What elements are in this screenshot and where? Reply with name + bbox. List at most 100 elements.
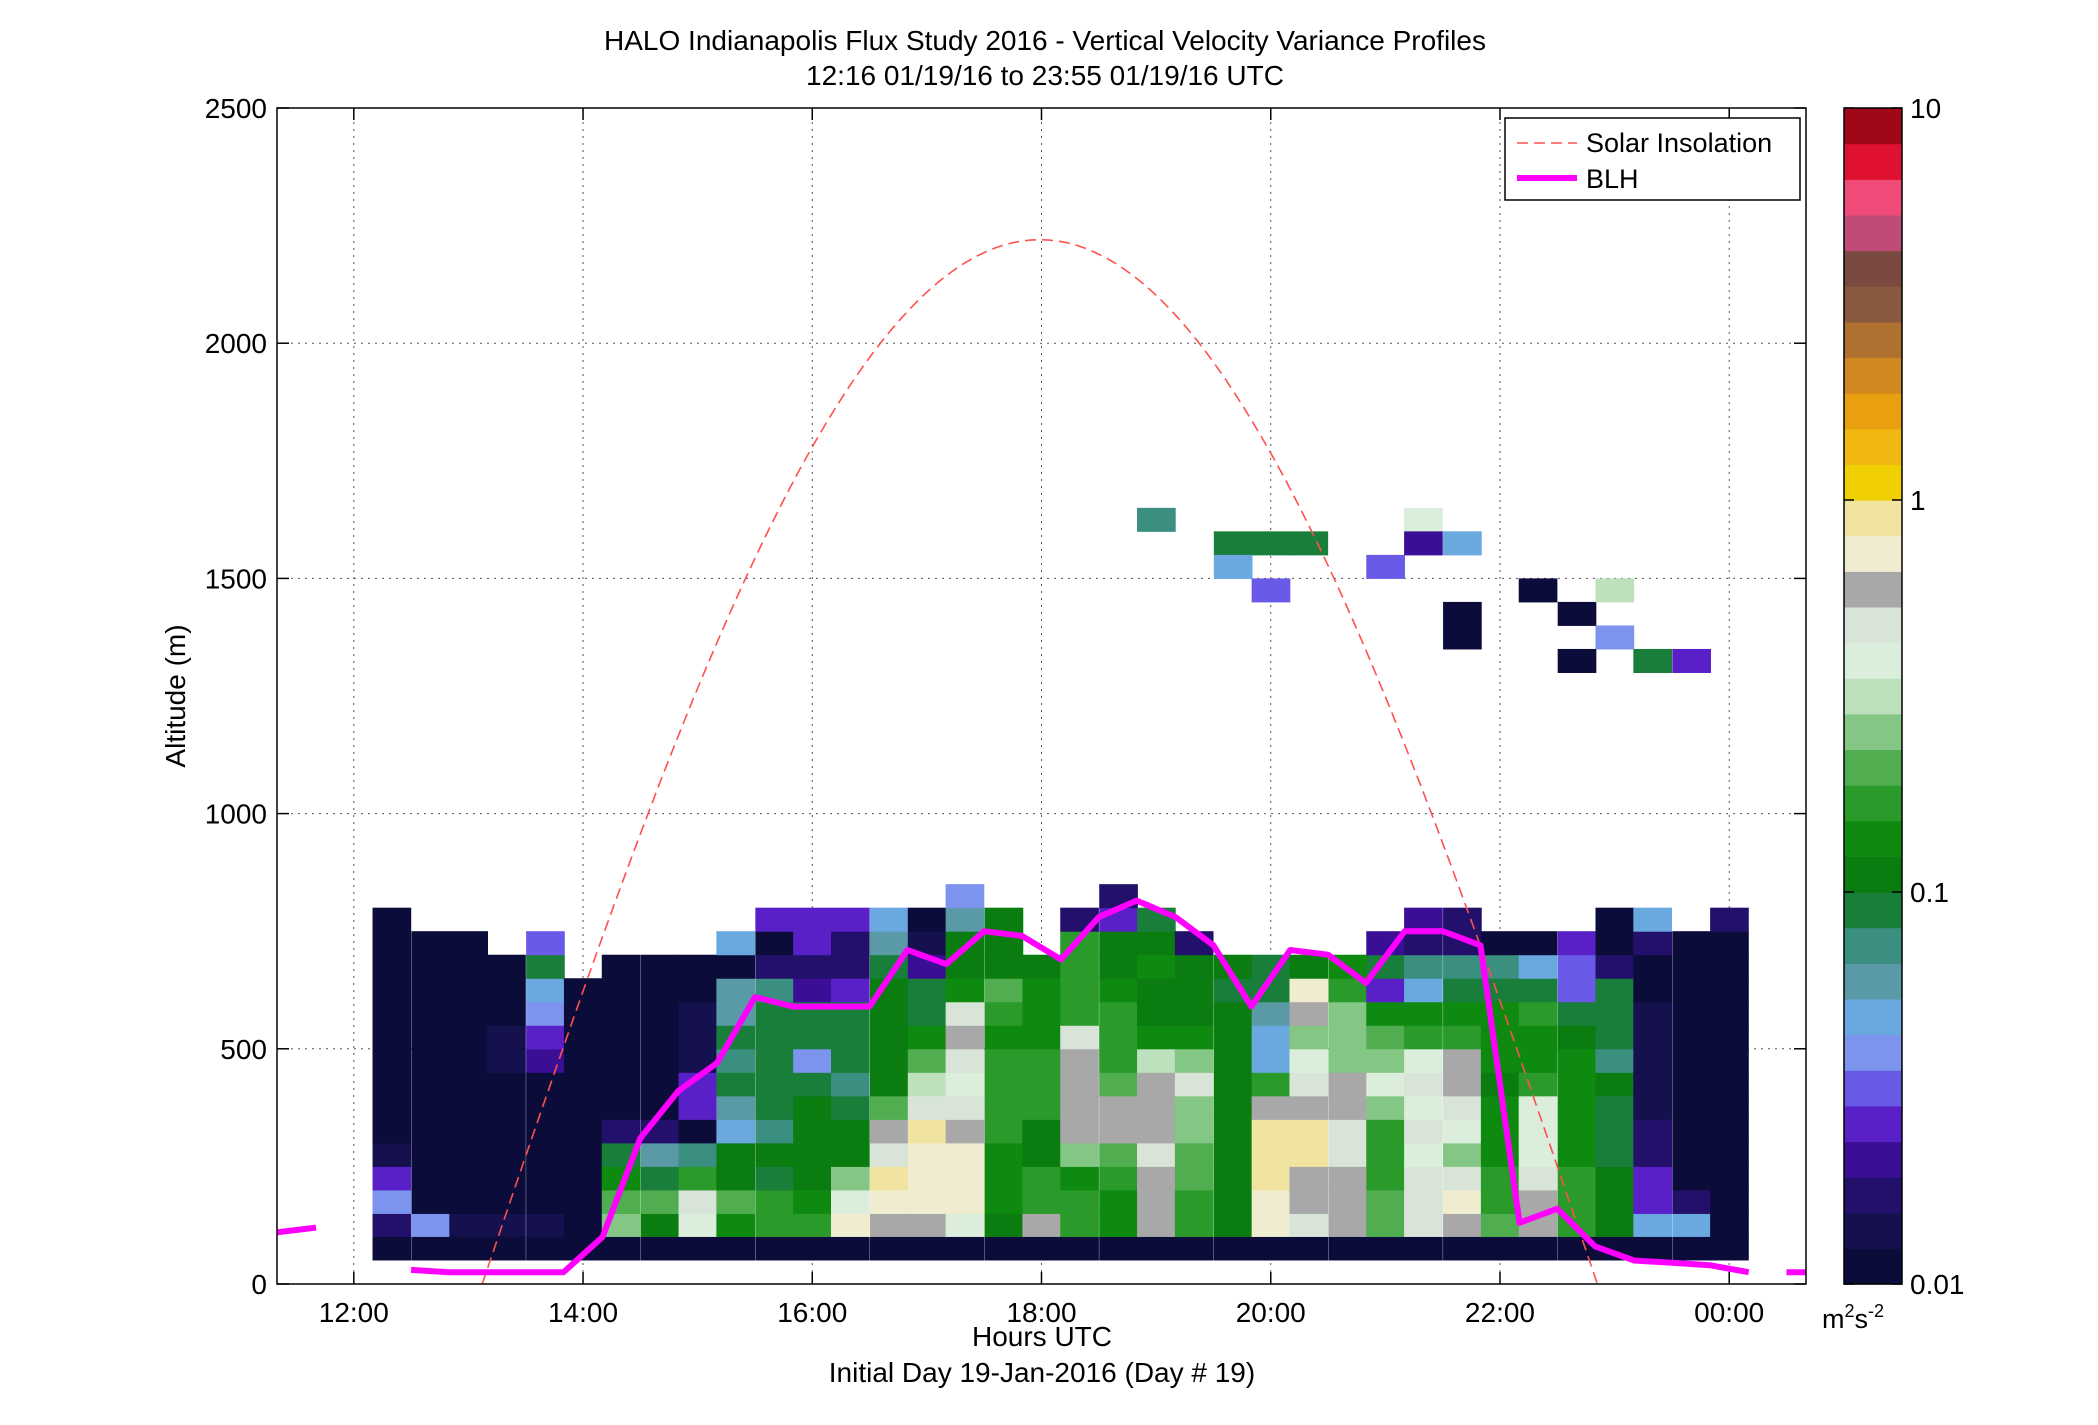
heatmap-cell [411,1166,451,1191]
colorbar-frame [1843,107,1903,1285]
heatmap-cell [1137,1142,1176,1167]
heatmap-cell [1366,1166,1405,1191]
chart-subtitle: 12:16 01/19/16 to 23:55 01/19/16 UTC [806,60,1284,91]
heatmap-cell [1557,1048,1597,1073]
heatmap-cell [411,1095,451,1120]
heatmap-cell [831,978,870,1003]
heatmap-cell [1174,1236,1214,1261]
heatmap-cell [1366,554,1405,579]
heatmap-cell [1289,1048,1329,1073]
heatmap-cell [411,1025,451,1050]
heatmap-cell [1443,907,1482,932]
heatmap-cell [945,1095,985,1120]
heatmap-cell [640,1048,680,1073]
heatmap-cell [1710,907,1749,932]
heatmap-cell [449,1166,488,1191]
heatmap-cell [1443,1048,1482,1073]
colorbar-swatch [1844,464,1902,501]
heatmap-cell [831,907,870,932]
heatmap-cell [449,978,488,1003]
colorbar-swatch [1844,963,1902,1000]
heatmap-cell [1366,1213,1405,1238]
heatmap-cell [1595,1001,1635,1026]
heatmap-cell [716,978,756,1003]
heatmap-cell [984,1001,1024,1026]
heatmap-cell [984,1048,1024,1073]
heatmap-cell [678,1166,718,1191]
y-axis-ticks: 0 500 1000 1500 2000 2500 [205,93,1806,1300]
heatmap-cell [945,1025,985,1050]
heatmap-cell [716,1119,756,1144]
heatmap-cell [1251,1072,1291,1097]
heatmap-cell [1557,931,1597,956]
heatmap-cell [563,1166,603,1191]
heatmap-cell [1672,1025,1711,1050]
heatmap-cell [1366,1025,1405,1050]
heatmap-cell [1518,1048,1558,1073]
heatmap-cell [640,1142,680,1167]
heatmap-cell [1099,1166,1138,1191]
y-tick-label: 2500 [205,93,267,124]
heatmap-cell [487,1142,526,1167]
heatmap-cell [563,1142,603,1167]
heatmap-cell [372,1142,412,1167]
heatmap-cell [1289,1072,1329,1097]
heatmap-cell [1710,1142,1749,1167]
heatmap-cell [1672,978,1711,1003]
heatmap-cell [907,1072,947,1097]
heatmap-cell [1137,1119,1176,1144]
heatmap-cell [945,1236,985,1261]
heatmap-cell [869,1119,909,1144]
heatmap-cell [869,1189,909,1214]
heatmap-cell [1213,1001,1253,1026]
heatmap-cell [907,907,947,932]
heatmap-cell [640,1189,680,1214]
heatmap-cell [449,1001,488,1026]
heatmap-cell [1404,931,1443,956]
heatmap-cell [563,1189,603,1214]
heatmap-cell [411,1001,451,1026]
heatmap-cell [869,1213,909,1238]
x-tick-label: 18:00 [1006,1297,1076,1328]
colorbar-swatch [1844,1070,1902,1107]
heatmap-cell [1328,1189,1368,1214]
heatmap-cell [1443,1236,1482,1261]
heatmap-cell [755,1236,795,1261]
heatmap-cell [1366,1189,1405,1214]
heatmap-cell [1099,1001,1138,1026]
heatmap-cell [1404,1189,1443,1214]
heatmap-cell [1404,1236,1443,1261]
heatmap-cell [1174,1213,1214,1238]
heatmap-cell [526,954,565,979]
heatmap-cell [755,1119,795,1144]
heatmap-cell [793,1072,832,1097]
heatmap-cell [1633,1213,1672,1238]
heatmap-cell [1022,1166,1062,1191]
heatmap-cell [755,1072,795,1097]
heatmap-cell [1518,1072,1558,1097]
heatmap-cell [1480,1236,1520,1261]
heatmap-cell [1672,1166,1711,1191]
heatmap-cell [1022,1001,1062,1026]
heatmap-cell [526,1213,565,1238]
heatmap-cell [945,884,985,909]
heatmap-cell [1443,625,1482,650]
heatmap-cell [1060,1213,1099,1238]
heatmap-cell [1443,1189,1482,1214]
heatmap-cell [869,1166,909,1191]
heatmap-cell [945,1142,985,1167]
heatmap-cell [716,1072,756,1097]
colorbar-swatch [1844,785,1902,822]
heatmap-cell [1022,1142,1062,1167]
heatmap-cell [1672,648,1711,673]
heatmap-cell [1633,1001,1672,1026]
heatmap-cell [1595,578,1635,603]
x-tick-label: 14:00 [548,1297,618,1328]
heatmap-cell [487,1119,526,1144]
heatmap-cell [1060,1072,1099,1097]
heatmap-cell [678,978,718,1003]
heatmap-cell [869,1048,909,1073]
heatmap-cell [1289,1189,1329,1214]
x-tick-label: 16:00 [777,1297,847,1328]
heatmap-cell [1328,1025,1368,1050]
